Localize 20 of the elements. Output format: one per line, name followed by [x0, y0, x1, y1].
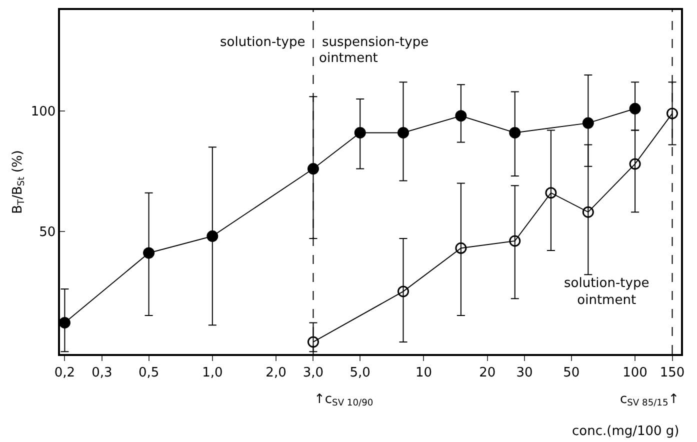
annotation: suspension-type	[322, 35, 429, 50]
x-axis-title: conc.(mg/100 g)	[572, 424, 680, 439]
x-tick-label: 150	[660, 365, 685, 380]
text: ↑c$_{SV 10/90}$	[314, 392, 374, 409]
x-tick-label: 50	[563, 365, 580, 380]
x-tick-label: 0,2	[54, 365, 76, 380]
x-tick-label: 5,0	[350, 365, 370, 380]
text: c$_{SV 85/15}$↑	[620, 392, 680, 409]
x-tick-label: 0,5	[138, 365, 160, 380]
annotation: ointment	[319, 51, 378, 66]
x-tick-label: 3,0	[302, 365, 324, 380]
annotation: solution-type	[220, 35, 306, 50]
x-tick-label: 10	[415, 365, 432, 380]
annotation: solution-type ointment	[564, 276, 650, 308]
x-tick-label: 100	[622, 365, 648, 380]
x-tick-label: 0,3	[92, 365, 112, 380]
x-tick-label: 2,0	[266, 365, 286, 380]
x-tick-label: 1,0	[202, 365, 223, 380]
x-tick-label: 30	[516, 365, 533, 380]
x-tick-label: 20	[479, 365, 496, 380]
